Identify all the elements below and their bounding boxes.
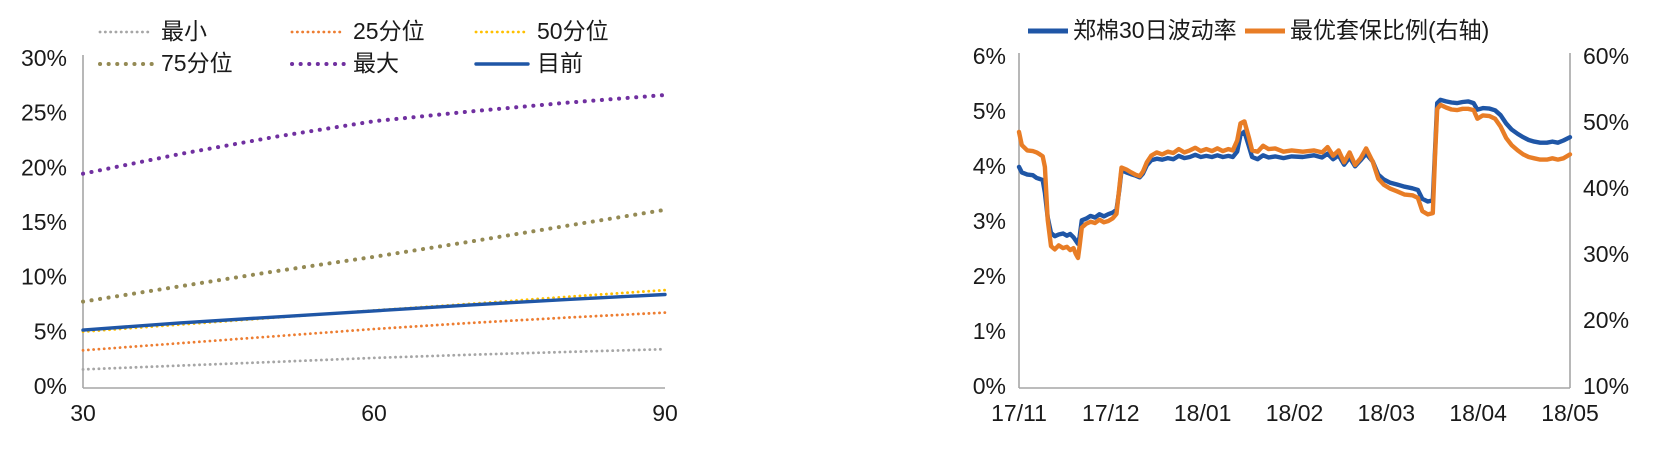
series-optimal-hedge-ratio <box>1016 102 1573 261</box>
x-tick-label: 18/03 <box>1358 400 1416 426</box>
left-y-tick-label: 3% <box>973 208 1006 234</box>
legend-label-optimal-hedge-ratio: 最优套保比例(右轴) <box>1290 17 1489 43</box>
left-y-tick-label: 6% <box>973 43 1006 69</box>
legend-label-current: 目前 <box>537 50 583 76</box>
legend-item-current: 目前 <box>474 50 583 76</box>
y-tick-label: 5% <box>34 318 67 344</box>
left-y-tick-label: 0% <box>973 373 1006 399</box>
x-tick-label: 60 <box>361 400 387 426</box>
y-tick-label: 15% <box>21 209 67 235</box>
series-p75 <box>81 207 667 304</box>
legend-item-zhengmian-30d-volatility: 郑棉30日波动率 <box>1028 17 1237 43</box>
x-tick-label: 18/02 <box>1266 400 1324 426</box>
hedge-chart-canvas: 0% 1% 2% 3% 4% 5% 6% 10% 20% 30% 40% 50% 60% 17/11 17/… <box>973 17 1629 426</box>
right-y-tick-label: 40% <box>1583 175 1629 201</box>
right-y-tick-label: 50% <box>1583 109 1629 135</box>
legend-label-p75: 75分位 <box>161 50 233 76</box>
y-tick-label: 30% <box>21 45 67 71</box>
legend-label-p50: 50分位 <box>537 18 609 44</box>
legend-item-p50: 50分位 <box>474 18 609 44</box>
series-current <box>81 292 667 332</box>
legend-item-optimal-hedge-ratio: 最优套保比例(右轴) <box>1245 17 1489 43</box>
x-tick-label: 18/01 <box>1174 400 1232 426</box>
x-tick-label: 18/04 <box>1449 400 1507 426</box>
x-tick-label: 17/12 <box>1082 400 1140 426</box>
right-y-tick-label: 10% <box>1583 373 1629 399</box>
legend-label-min: 最小 <box>161 18 207 44</box>
legend-label-max: 最大 <box>353 50 399 76</box>
y-tick-label: 25% <box>21 100 67 126</box>
right-y-tick-label: 30% <box>1583 241 1629 267</box>
percentile-volatility-chart: 0% 5% 10% 15% 20% 25% 30% 30 60 90 最小 25分位 50分位 75分位 最… <box>0 0 690 451</box>
left-y-tick-label: 5% <box>973 98 1006 124</box>
volatility-hedge-ratio-chart: 0% 1% 2% 3% 4% 5% 6% 10% 20% 30% 40% 50% 60% 17/11 17/… <box>900 0 1660 451</box>
right-y-tick-label: 60% <box>1583 43 1629 69</box>
legend-label-zhengmian-30d-volatility: 郑棉30日波动率 <box>1073 17 1237 43</box>
series-p25 <box>81 311 667 352</box>
series-max <box>81 93 667 176</box>
x-tick-label: 18/05 <box>1541 400 1599 426</box>
x-tick-label: 17/11 <box>991 400 1047 426</box>
y-tick-label: 20% <box>21 154 67 180</box>
legend-item-min: 最小 <box>98 18 207 44</box>
x-tick-label: 90 <box>652 400 678 426</box>
legend-item-max: 最大 <box>290 50 399 76</box>
y-tick-label: 0% <box>34 373 67 399</box>
series-min <box>81 347 667 371</box>
left-y-tick-label: 2% <box>973 263 1006 289</box>
legend-label-p25: 25分位 <box>353 18 425 44</box>
left-y-tick-label: 4% <box>973 153 1006 179</box>
y-tick-label: 10% <box>21 264 67 290</box>
legend-item-p75: 75分位 <box>98 50 233 76</box>
left-y-tick-label: 1% <box>973 318 1006 344</box>
legend-item-p25: 25分位 <box>290 18 425 44</box>
x-tick-label: 30 <box>70 400 96 426</box>
right-y-tick-label: 20% <box>1583 307 1629 333</box>
percentile-chart-canvas: 0% 5% 10% 15% 20% 25% 30% 30 60 90 最小 25分位 50分位 75分位 最… <box>21 18 678 426</box>
